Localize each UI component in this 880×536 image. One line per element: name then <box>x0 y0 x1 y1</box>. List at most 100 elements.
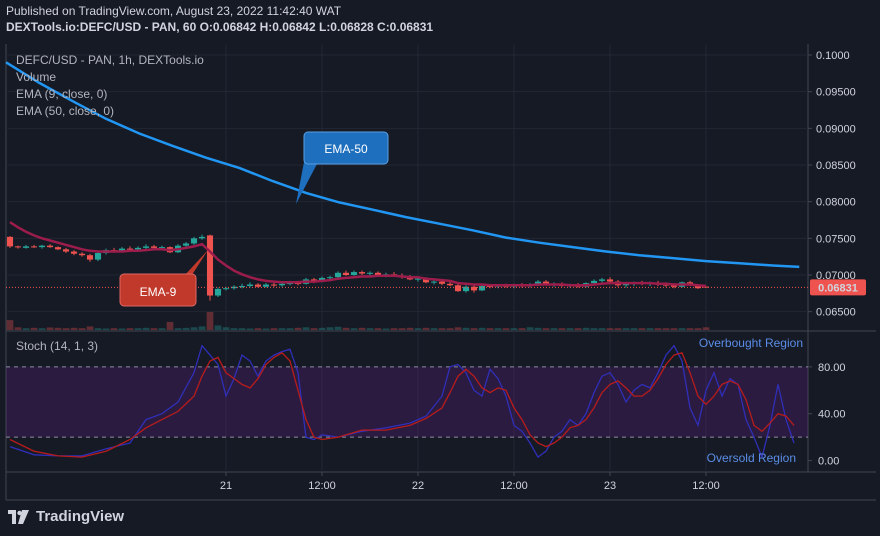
ema9-callout-pointer <box>184 250 208 278</box>
volume-bar <box>94 328 102 330</box>
candle-body <box>342 272 350 275</box>
volume-bar <box>566 328 574 330</box>
candle-body <box>438 281 446 284</box>
volume-bar <box>454 327 462 330</box>
candle-body <box>694 285 702 289</box>
volume-bar <box>182 327 190 330</box>
legend-stoch: Stoch (14, 1, 3) <box>16 339 98 353</box>
candle-body <box>254 284 262 287</box>
time-tick-label: 12:00 <box>500 480 528 492</box>
volume-bar <box>382 328 390 330</box>
volume-bar <box>630 328 638 330</box>
candle-body <box>198 236 206 239</box>
candle-body <box>46 245 54 248</box>
volume-bar <box>22 328 30 330</box>
candle-body <box>606 279 614 282</box>
volume-bar <box>478 327 486 330</box>
volume-bar <box>662 328 670 330</box>
candle-body <box>446 283 454 286</box>
candle-body <box>358 272 366 274</box>
volume-bar <box>70 327 78 330</box>
volume-bar <box>190 327 198 330</box>
last-price-label <box>810 279 866 296</box>
volume-bar <box>110 328 118 330</box>
time-tick-label: 23 <box>604 480 616 492</box>
candle-body <box>430 281 438 283</box>
stoch-tick-label: 80.00 <box>818 362 846 374</box>
candle-body <box>54 247 62 250</box>
volume-bar <box>550 328 558 330</box>
overbought-label: Overbought Region <box>699 336 803 350</box>
candle-body <box>62 249 70 252</box>
volume-bar <box>678 328 686 330</box>
volume-bar <box>46 327 54 330</box>
volume-bar <box>78 328 86 330</box>
volume-bar <box>158 328 166 330</box>
ema9-line <box>9 221 707 288</box>
volume-bar <box>270 328 278 330</box>
volume-bar <box>446 328 454 330</box>
oversold-label: Oversold Region <box>707 451 796 465</box>
candle-body <box>470 286 478 291</box>
volume-bar <box>702 327 710 330</box>
volume-bar <box>294 327 302 330</box>
volume-bar <box>302 327 310 330</box>
volume-bar <box>102 328 110 330</box>
volume-bar <box>30 327 38 330</box>
symbol-ohlc-line: DEXTools.io:DEFC/USD - PAN, 60 O:0.06842… <box>6 20 434 34</box>
volume-bar <box>142 327 150 330</box>
candle-body <box>334 272 342 278</box>
price-tick-label: 0.09500 <box>816 87 856 99</box>
candle-body <box>454 285 462 292</box>
candle-body <box>22 246 30 248</box>
candle-body <box>598 279 606 281</box>
volume-bar <box>526 327 534 330</box>
volume-bar <box>318 327 326 330</box>
candle-body <box>286 283 294 285</box>
footer-brand[interactable]: TradingView <box>8 508 124 525</box>
time-tick-label: 12:00 <box>308 480 336 492</box>
candle-body <box>182 243 190 246</box>
stoch-k-line <box>9 344 795 460</box>
candle-body <box>270 284 278 286</box>
time-axis: 21 12:00 22 12:00 23 12:00 <box>220 472 720 492</box>
legend-ema50: EMA (50, close, 0) <box>16 104 114 118</box>
price-tick-label: 0.08500 <box>816 160 856 172</box>
candle-body <box>134 247 142 250</box>
volume-bar <box>334 326 342 330</box>
volume-bar <box>646 328 654 330</box>
volume-bar <box>38 328 46 330</box>
volume-bar <box>574 328 582 330</box>
tradingview-logo-icon <box>8 509 29 524</box>
volume-bar <box>686 328 694 330</box>
volume-bar <box>590 328 598 330</box>
volume-bar <box>430 328 438 330</box>
volume-bar <box>598 328 606 330</box>
time-tick-label: 22 <box>412 480 424 492</box>
candle-body <box>222 288 230 290</box>
volume-bar <box>278 328 286 330</box>
footer-brand-name: TradingView <box>36 508 125 525</box>
candle-body <box>30 246 38 248</box>
volume-bar <box>606 328 614 330</box>
candle-body <box>326 277 334 279</box>
volume-bar <box>510 328 518 330</box>
ema50-callout: EMA-50 <box>296 131 389 204</box>
volume-bar <box>246 328 254 330</box>
volume-bar <box>342 327 350 330</box>
volume-bar <box>206 312 214 330</box>
volume-bar <box>134 328 142 330</box>
volume-bar <box>414 328 422 330</box>
price-axis: 0.1000 0.09500 0.09000 0.08500 0.08000 0.0750… <box>808 50 856 319</box>
candle-body <box>542 281 550 285</box>
candle-body <box>670 285 678 287</box>
volume-bar <box>6 320 14 330</box>
volume-bar <box>14 327 22 330</box>
candle-body <box>6 236 14 247</box>
volume-bar <box>326 327 334 330</box>
volume-bar <box>358 327 366 330</box>
volume-bar <box>638 328 646 330</box>
time-tick-label: 21 <box>220 480 232 492</box>
